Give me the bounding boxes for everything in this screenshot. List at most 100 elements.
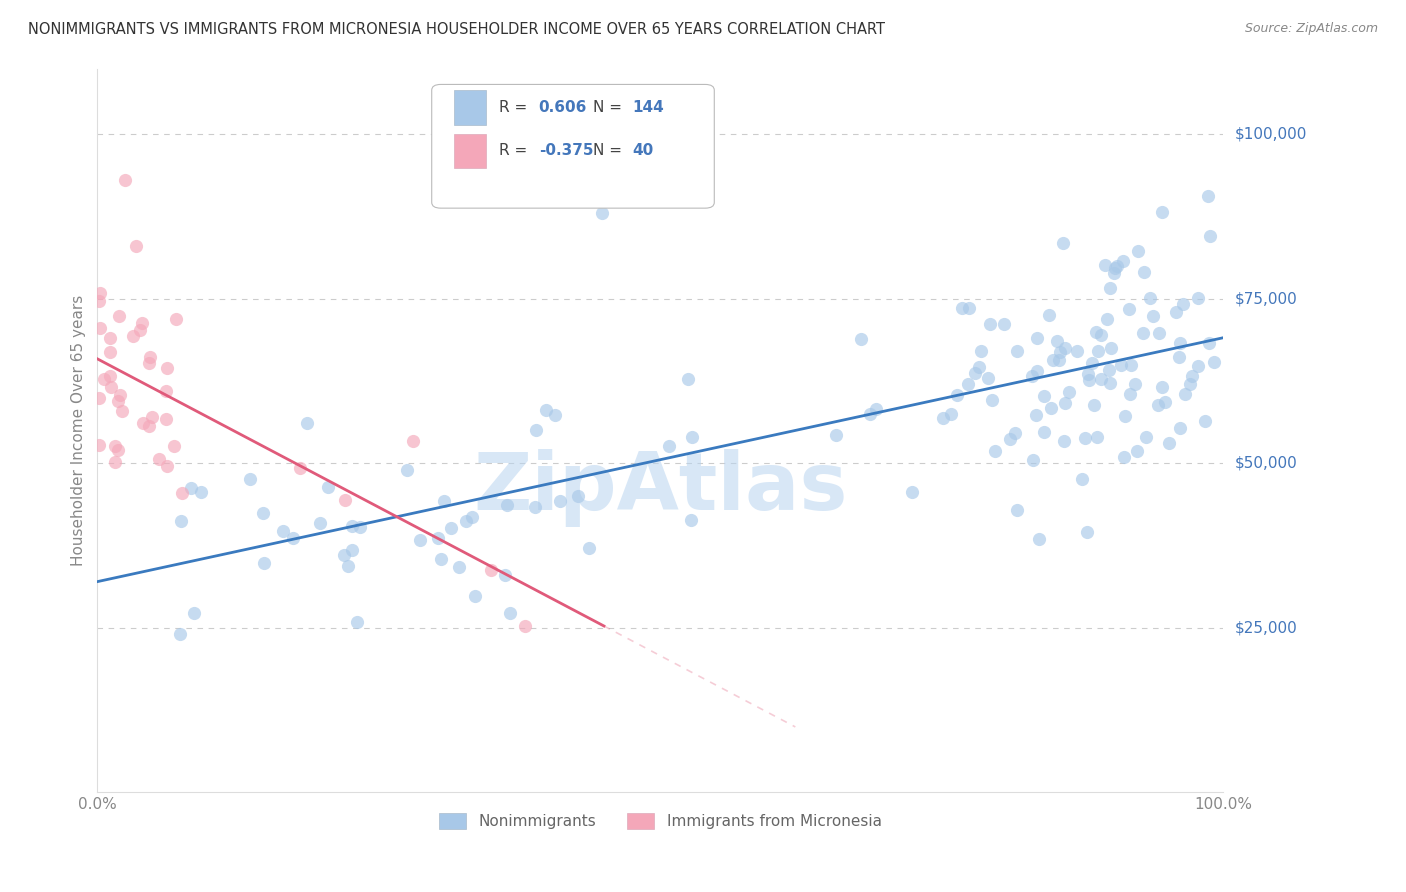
Point	[1057, 385, 1080, 400]
Point	[1076, 368, 1098, 382]
Point	[349, 520, 371, 534]
Point	[1202, 355, 1225, 369]
Point	[1139, 291, 1161, 305]
Point	[567, 490, 589, 504]
Point	[1025, 331, 1047, 345]
Point	[288, 460, 311, 475]
Point	[461, 509, 484, 524]
Point	[495, 499, 517, 513]
Point	[679, 513, 702, 527]
Point	[131, 316, 153, 330]
Point	[172, 486, 194, 500]
Point	[1170, 335, 1192, 350]
Point	[1000, 432, 1022, 446]
Point	[111, 403, 134, 417]
Text: N =: N =	[593, 100, 627, 115]
Point	[524, 500, 547, 515]
Point	[1021, 369, 1043, 384]
Point	[103, 439, 125, 453]
Point	[252, 506, 274, 520]
Point	[1119, 387, 1142, 401]
Point	[104, 455, 127, 469]
Point	[1178, 376, 1201, 391]
Point	[1085, 430, 1108, 444]
Point	[1095, 312, 1118, 326]
Point	[395, 462, 418, 476]
Point	[98, 369, 121, 384]
Point	[309, 516, 332, 530]
Text: $100,000: $100,000	[1234, 127, 1306, 142]
Point	[957, 376, 980, 391]
Point	[190, 484, 212, 499]
Point	[107, 393, 129, 408]
Point	[1142, 309, 1164, 323]
Point	[945, 388, 967, 402]
Point	[1152, 380, 1174, 394]
Point	[93, 372, 115, 386]
Point	[941, 407, 963, 421]
Point	[131, 416, 153, 430]
Point	[180, 481, 202, 495]
Point	[141, 409, 163, 424]
Text: N =: N =	[593, 144, 627, 159]
Point	[979, 317, 1001, 331]
Point	[1114, 409, 1136, 423]
Point	[333, 549, 356, 563]
FancyBboxPatch shape	[432, 85, 714, 208]
Point	[456, 514, 478, 528]
Point	[239, 472, 262, 486]
Point	[340, 543, 363, 558]
Point	[156, 458, 179, 473]
Point	[1098, 281, 1121, 295]
Text: R =: R =	[499, 100, 533, 115]
Point	[1119, 358, 1142, 372]
Point	[1123, 377, 1146, 392]
Point	[138, 356, 160, 370]
Point	[121, 329, 143, 343]
Point	[676, 372, 699, 386]
Point	[494, 567, 516, 582]
FancyBboxPatch shape	[454, 90, 485, 125]
Point	[1022, 453, 1045, 467]
Point	[169, 627, 191, 641]
Point	[859, 407, 882, 421]
Point	[550, 493, 572, 508]
Point	[156, 360, 179, 375]
Point	[1054, 396, 1077, 410]
Text: 144: 144	[633, 100, 664, 115]
Point	[681, 430, 703, 444]
Point	[1074, 432, 1097, 446]
Point	[981, 393, 1004, 408]
Point	[1049, 344, 1071, 359]
Point	[865, 402, 887, 417]
Point	[1197, 188, 1219, 202]
Point	[1090, 372, 1112, 386]
Point	[970, 344, 993, 359]
Point	[1154, 395, 1177, 409]
Point	[591, 206, 613, 220]
Point	[1112, 254, 1135, 268]
Point	[1099, 341, 1122, 355]
Point	[1147, 326, 1170, 341]
Point	[849, 332, 872, 346]
Point	[1083, 398, 1105, 412]
Point	[169, 515, 191, 529]
Point	[183, 606, 205, 620]
Point	[346, 615, 368, 629]
Point	[963, 366, 986, 380]
Text: $75,000: $75,000	[1234, 291, 1296, 306]
Point	[1025, 408, 1047, 422]
Point	[163, 439, 186, 453]
Point	[271, 524, 294, 538]
Point	[1104, 266, 1126, 280]
Point	[114, 173, 136, 187]
Point	[1052, 236, 1074, 251]
Point	[977, 371, 1000, 385]
Point	[100, 379, 122, 393]
Point	[1135, 430, 1157, 444]
Text: NONIMMIGRANTS VS IMMIGRANTS FROM MICRONESIA HOUSEHOLDER INCOME OVER 65 YEARS COR: NONIMMIGRANTS VS IMMIGRANTS FROM MICRONE…	[28, 22, 886, 37]
Point	[544, 408, 567, 422]
Legend: Nonimmigrants, Immigrants from Micronesia: Nonimmigrants, Immigrants from Micronesi…	[433, 806, 887, 835]
Point	[1042, 352, 1064, 367]
Point	[1076, 525, 1098, 540]
